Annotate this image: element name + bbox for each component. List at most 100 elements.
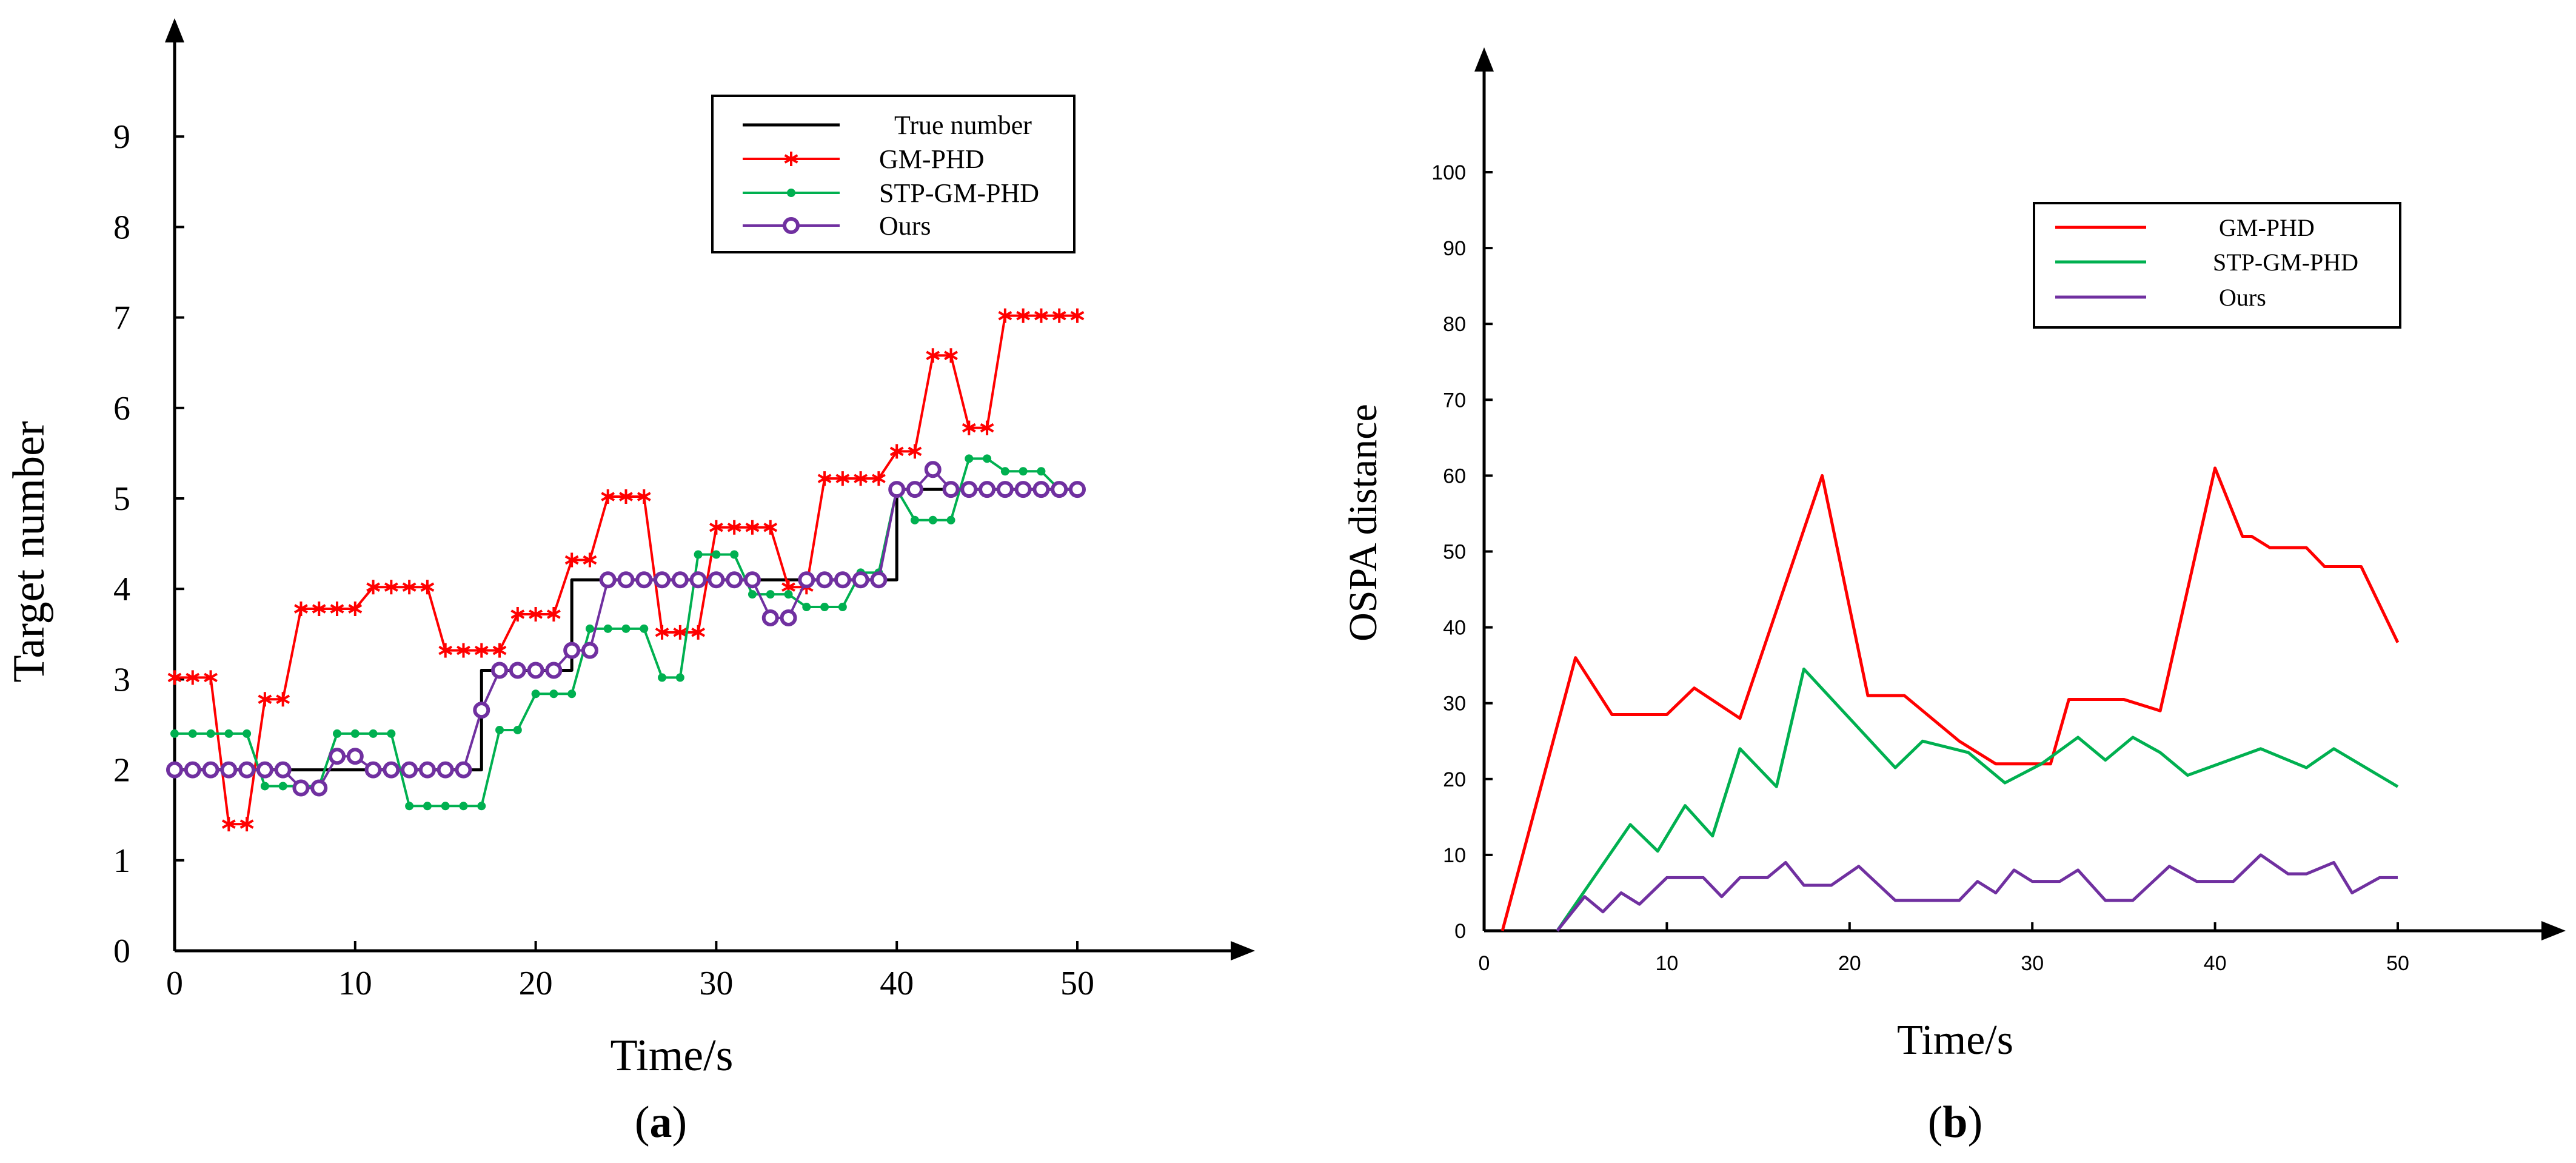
chart-a-point: [292, 779, 310, 797]
chart-a-point: [546, 606, 561, 622]
chart-a-point: [926, 348, 940, 363]
chart-a-point: [477, 802, 486, 811]
chart-b-legend-label: STP-GM-PHD: [2213, 249, 2358, 276]
chart-b-line: [1556, 853, 2398, 932]
chart-a-point: [495, 725, 504, 734]
chart-a-point: [727, 520, 741, 535]
chart-b-legend-item: STP-GM-PHD: [2055, 249, 2358, 276]
chart-a-point: [906, 481, 923, 498]
chart-a-point: [798, 571, 815, 589]
chart-a-point: [980, 420, 994, 435]
chart-a-y-tick-label: 4: [113, 571, 130, 608]
chart-a-point: [256, 761, 273, 779]
chart-a-y-tick-label: 0: [113, 933, 130, 970]
chart-a-point: [441, 802, 450, 811]
chart-a-point: [1037, 467, 1046, 476]
chart-a-point: [637, 489, 651, 504]
chart-a-point: [492, 643, 507, 658]
chart-a-legend-label: STP-GM-PHD: [879, 178, 1039, 208]
chart-a-series-gm-phd: [167, 308, 1085, 832]
chart-a-point: [329, 748, 346, 765]
chart-a-point: [834, 571, 851, 589]
chart-a-line: [175, 488, 1077, 772]
chart-a-point: [531, 689, 540, 699]
chart-a-y-tick-label: 6: [113, 390, 130, 427]
chart-a-point: [944, 348, 958, 363]
chart-a-point: [730, 550, 739, 559]
chart-a-point: [889, 444, 904, 459]
chart-a-legend-item: STP-GM-PHD: [743, 178, 1039, 208]
chart-b-legend-box: [2033, 202, 2401, 329]
chart-b-y-tick-label: 100: [1431, 161, 1466, 184]
chart-a-point: [401, 761, 418, 779]
chart-a-point: [206, 729, 215, 738]
chart-a-legend-item: True number: [743, 110, 1032, 140]
chart-a-point: [694, 550, 703, 559]
chart-b: 0 10 20 30 40 50 0 10 20 30 40 50 60 70 80 90 100 OSPA d…: [1341, 47, 2566, 1147]
chart-a-point: [474, 643, 489, 658]
chart-a-point: [870, 571, 888, 589]
chart-a-point: [455, 761, 472, 779]
chart-b-ticks: 0 10 20 30 40 50 0 10 20 30 40 50 60 70 80 90 100: [1431, 161, 2409, 975]
chart-a-point: [1069, 481, 1086, 498]
chart-a-point: [186, 670, 200, 685]
chart-a-line: [175, 314, 1077, 826]
chart-a-y-tick-label: 1: [113, 842, 130, 880]
chart-b-y-arrow: [1474, 47, 1494, 72]
chart-a-point: [671, 571, 689, 589]
chart-a-point: [854, 471, 868, 486]
chart-a-point: [1016, 308, 1031, 323]
chart-a-point: [310, 779, 328, 797]
chart-a-point: [654, 571, 671, 589]
chart-a-x-tick-label: 50: [1060, 965, 1094, 1002]
chart-b-legend-label: GM-PHD: [2219, 214, 2315, 241]
chart-b-line: [1500, 466, 2400, 931]
chart-a-point: [369, 729, 378, 738]
chart-a-x-tick-label: 20: [519, 965, 553, 1002]
chart-a-point: [743, 571, 761, 589]
chart-a-y-tick-label: 9: [113, 118, 130, 156]
chart-a-point: [564, 552, 579, 568]
chart-a-legend-label: True number: [894, 110, 1032, 140]
chart-a-point: [852, 571, 869, 589]
chart-a-point: [383, 761, 400, 779]
chart-a-point: [583, 552, 597, 568]
chart-a-x-tick-label: 30: [699, 965, 733, 1002]
chart-a-point: [405, 802, 414, 811]
chart-a-point: [420, 580, 435, 595]
chart-b-y-tick-label: 40: [1443, 617, 1466, 640]
chart-a-x-tick-label: 10: [338, 965, 372, 1002]
chart-b-series-stp-gm-phd: [1556, 667, 2399, 932]
chart-a-point: [910, 515, 919, 525]
chart-a-point: [816, 571, 834, 589]
chart-a-ylabel: Target number: [4, 421, 54, 682]
chart-b-legend-item: GM-PHD: [2055, 214, 2315, 241]
chart-b-x-arrow: [2541, 921, 2566, 940]
chart-b-panel-letter: b: [1942, 1098, 1967, 1147]
chart-a-point: [838, 603, 847, 612]
chart-a-point: [350, 729, 360, 738]
chart-a-y-tick-label: 8: [113, 209, 130, 246]
chart-a-ticks: 0 10 20 30 40 50 0 1 2 3 4 5 6 7 8 9: [113, 118, 1094, 1002]
chart-a-point: [418, 761, 436, 779]
chart-a-point: [946, 515, 955, 525]
chart-a-point: [220, 761, 238, 779]
chart-a-point: [346, 748, 364, 765]
chart-b-y-tick-label: 20: [1443, 768, 1466, 791]
chart-b-y-tick-label: 80: [1443, 313, 1466, 336]
chart-a-point: [491, 662, 509, 679]
chart-a-point: [202, 761, 219, 779]
chart-a-point: [204, 670, 218, 685]
chart-a-point: [238, 761, 256, 779]
chart-a-panel-label: (a): [635, 1098, 687, 1147]
chart-a-panel-letter: a: [650, 1098, 672, 1147]
chart-a-y-arrow: [165, 18, 184, 42]
chart-a-point: [384, 580, 398, 595]
chart-a-point: [473, 702, 490, 719]
chart-a-xlabel: Time/s: [611, 1031, 734, 1081]
chart-a-point: [784, 590, 793, 599]
chart-a-point: [1019, 467, 1028, 476]
chart-a-point: [962, 420, 976, 435]
chart-a-point: [459, 802, 468, 811]
